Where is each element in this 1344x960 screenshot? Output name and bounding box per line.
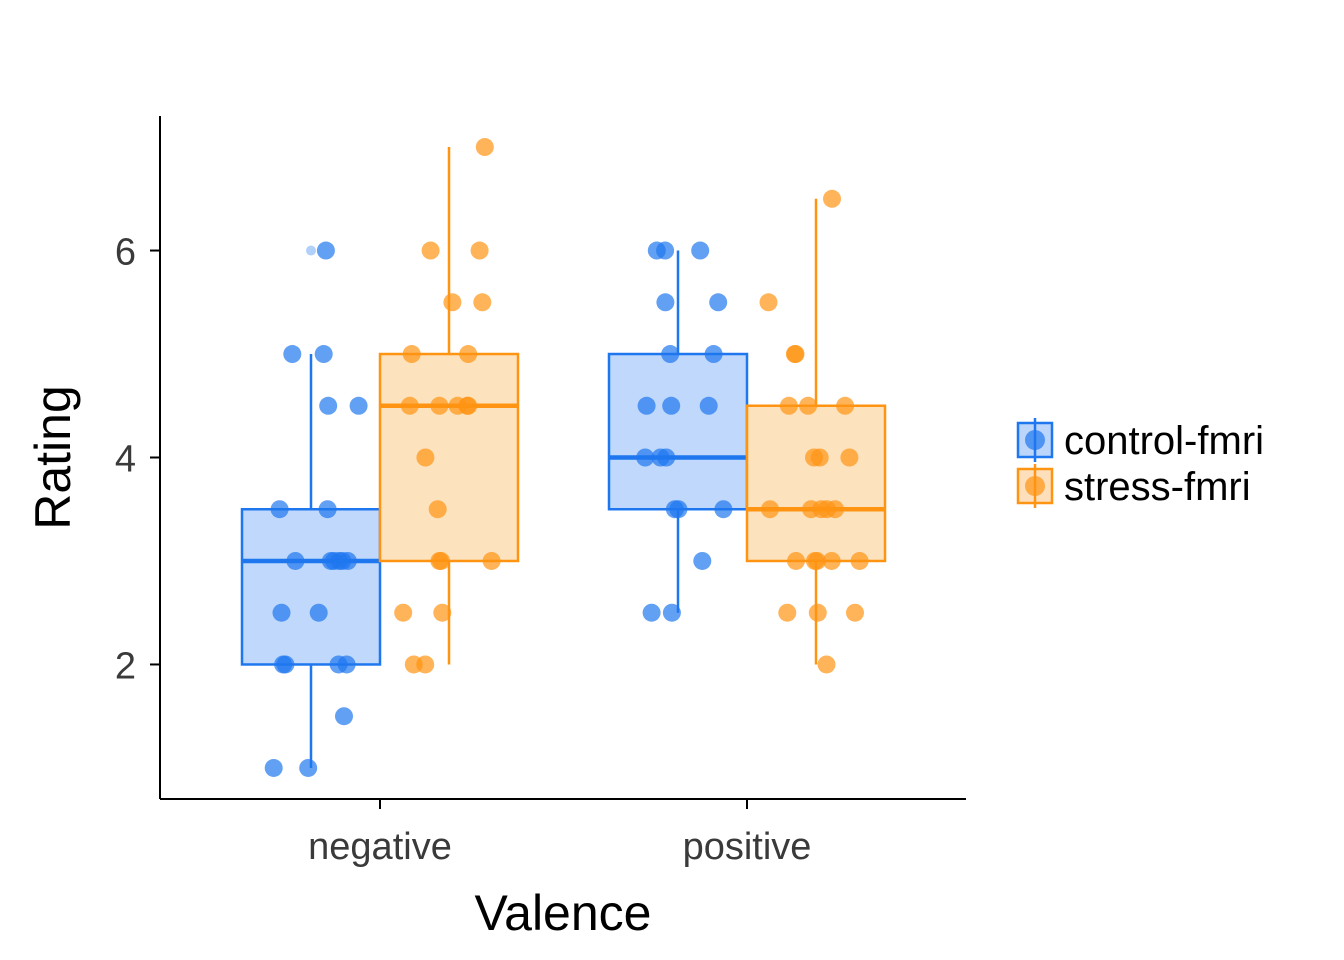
data-point bbox=[661, 345, 680, 364]
data-point bbox=[309, 603, 328, 622]
y-tick-label: 2 bbox=[115, 645, 136, 687]
data-point bbox=[316, 241, 335, 260]
x-axis-title: Valence bbox=[475, 885, 652, 941]
outlier-point bbox=[306, 245, 316, 256]
data-point bbox=[421, 241, 440, 260]
data-point bbox=[802, 500, 821, 519]
box-stress-fmri-negative bbox=[378, 147, 520, 665]
axes: 2 4 6 negative positive bbox=[115, 116, 966, 868]
data-point bbox=[662, 396, 681, 415]
data-point bbox=[709, 293, 728, 312]
data-point bbox=[761, 500, 779, 519]
data-point bbox=[475, 138, 494, 157]
data-point bbox=[846, 603, 864, 622]
data-point bbox=[636, 448, 655, 467]
data-point bbox=[778, 603, 797, 622]
data-point bbox=[808, 603, 827, 622]
data-point bbox=[704, 345, 723, 364]
legend-label: control-fmri bbox=[1064, 419, 1264, 463]
box-control-fmri-positive bbox=[607, 250, 749, 613]
data-point bbox=[430, 396, 449, 415]
data-point bbox=[826, 500, 845, 519]
data-point bbox=[637, 396, 656, 415]
data-point bbox=[459, 396, 478, 415]
plot-area bbox=[240, 138, 887, 777]
points-control-fmri-negative bbox=[264, 241, 368, 777]
points-stress-fmri-positive bbox=[759, 189, 869, 674]
data-point bbox=[394, 603, 413, 622]
data-point bbox=[335, 707, 353, 726]
data-point bbox=[264, 758, 283, 777]
data-point bbox=[402, 345, 421, 364]
data-point bbox=[400, 396, 419, 415]
data-point bbox=[404, 655, 423, 674]
box-iqr bbox=[240, 507, 382, 666]
box-stress-fmri-positive bbox=[745, 198, 887, 665]
legend-swatch-dot bbox=[1025, 476, 1045, 496]
data-point bbox=[432, 551, 451, 570]
data-point bbox=[805, 551, 824, 570]
data-point bbox=[349, 396, 368, 415]
points-stress-fmri-negative bbox=[394, 138, 501, 674]
data-point bbox=[657, 448, 676, 467]
data-point bbox=[787, 551, 805, 570]
data-point bbox=[473, 293, 492, 312]
legend-item-control-fmri: control-fmri bbox=[1016, 418, 1264, 463]
data-point bbox=[299, 758, 318, 777]
data-point bbox=[470, 241, 489, 260]
data-point bbox=[656, 293, 675, 312]
data-point bbox=[330, 551, 349, 570]
x-tick-label: positive bbox=[683, 826, 812, 868]
data-point bbox=[314, 345, 333, 364]
data-point bbox=[482, 551, 501, 570]
box-iqr bbox=[607, 352, 749, 511]
data-point bbox=[283, 345, 302, 364]
data-point bbox=[416, 448, 435, 467]
box-iqr bbox=[745, 404, 887, 563]
legend-swatch-dot bbox=[1025, 430, 1045, 450]
data-point bbox=[274, 655, 293, 674]
box-control-fmri-negative bbox=[240, 245, 382, 768]
data-point bbox=[836, 396, 855, 415]
data-point bbox=[785, 345, 804, 364]
data-point bbox=[799, 396, 818, 415]
data-point bbox=[272, 603, 291, 622]
data-point bbox=[662, 603, 681, 622]
legend-item-stress-fmri: stress-fmri bbox=[1016, 464, 1251, 509]
data-point bbox=[714, 500, 733, 519]
data-point bbox=[433, 603, 452, 622]
data-point bbox=[642, 603, 661, 622]
data-point bbox=[779, 396, 798, 415]
data-point bbox=[647, 241, 666, 260]
points-control-fmri-positive bbox=[636, 241, 733, 622]
x-tick-label: negative bbox=[308, 826, 452, 868]
data-point bbox=[459, 345, 478, 364]
data-point bbox=[428, 500, 447, 519]
y-tick-label: 4 bbox=[115, 439, 136, 481]
y-tick-label: 6 bbox=[115, 232, 136, 274]
data-point bbox=[822, 551, 841, 570]
data-point bbox=[665, 500, 684, 519]
data-point bbox=[337, 655, 356, 674]
y-axis-title: Rating bbox=[25, 385, 81, 530]
data-point bbox=[817, 655, 836, 674]
data-point bbox=[319, 396, 338, 415]
data-point bbox=[443, 293, 462, 312]
data-point bbox=[850, 551, 869, 570]
data-point bbox=[840, 448, 859, 467]
data-point bbox=[810, 448, 829, 467]
data-point bbox=[693, 551, 712, 570]
box-iqr bbox=[378, 352, 520, 563]
data-point bbox=[699, 396, 718, 415]
data-point bbox=[691, 241, 710, 260]
data-point bbox=[318, 500, 337, 519]
data-point bbox=[270, 500, 289, 519]
data-point bbox=[823, 189, 841, 208]
data-point bbox=[286, 551, 305, 570]
data-point bbox=[759, 293, 778, 312]
legend-label: stress-fmri bbox=[1064, 465, 1251, 509]
